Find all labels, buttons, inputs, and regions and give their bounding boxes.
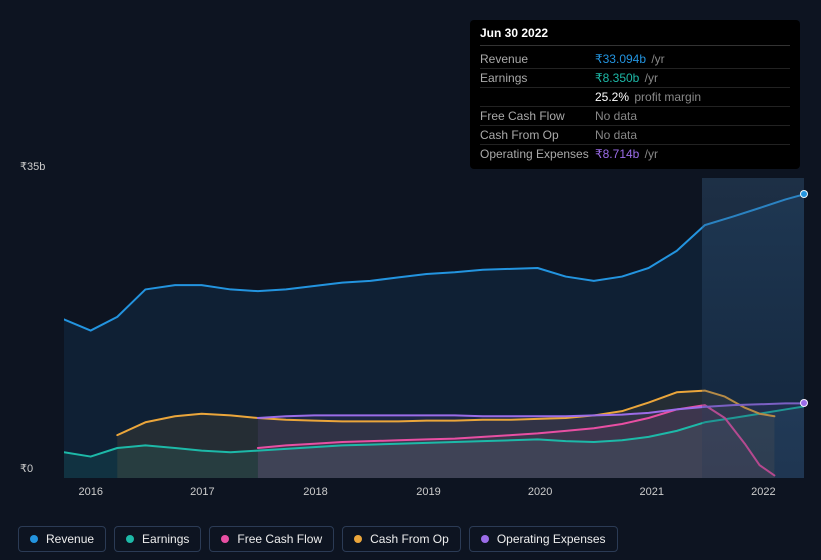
x-axis-label: 2022: [751, 486, 775, 498]
tooltip-row-value: No data: [595, 109, 790, 123]
tooltip-row-label: Earnings: [480, 71, 595, 85]
tooltip-row: Cash From OpNo data: [480, 126, 790, 145]
legend-item-cash-from-op[interactable]: Cash From Op: [342, 526, 461, 552]
legend-label: Revenue: [46, 532, 94, 546]
legend-swatch: [126, 535, 134, 543]
legend-swatch: [30, 535, 38, 543]
series-end-marker: [800, 399, 808, 407]
legend-item-earnings[interactable]: Earnings: [114, 526, 201, 552]
x-axis-label: 2019: [416, 486, 440, 498]
tooltip-row: Earnings₹8.350b /yr: [480, 69, 790, 88]
legend-item-revenue[interactable]: Revenue: [18, 526, 106, 552]
x-axis-label: 2017: [190, 486, 214, 498]
y-axis-top-label: ₹35b: [20, 160, 45, 173]
x-axis-label: 2018: [303, 486, 327, 498]
tooltip-row: Revenue₹33.094b /yr: [480, 50, 790, 69]
tooltip-date: Jun 30 2022: [480, 26, 790, 46]
legend-swatch: [481, 535, 489, 543]
tooltip-row: 25.2% profit margin: [480, 88, 790, 107]
legend-swatch: [354, 535, 362, 543]
tooltip-row-label: Cash From Op: [480, 128, 595, 142]
series-end-marker: [800, 190, 808, 198]
legend-label: Earnings: [142, 532, 189, 546]
financials-chart: ₹35b ₹0 2016 2017 2018 2019 2020 2021 2022: [18, 160, 808, 510]
tooltip-row-value: 25.2% profit margin: [595, 90, 790, 104]
legend-item-operating-expenses[interactable]: Operating Expenses: [469, 526, 618, 552]
x-axis-label: 2020: [528, 486, 552, 498]
tooltip-row-label: Operating Expenses: [480, 147, 595, 161]
tooltip-row-value: No data: [595, 128, 790, 142]
chart-plot-area[interactable]: [64, 178, 804, 478]
tooltip-row-value: ₹33.094b /yr: [595, 52, 790, 66]
legend-swatch: [221, 535, 229, 543]
legend-item-free-cash-flow[interactable]: Free Cash Flow: [209, 526, 334, 552]
tooltip-row-label: Free Cash Flow: [480, 109, 595, 123]
legend-label: Free Cash Flow: [237, 532, 322, 546]
tooltip-row-value: ₹8.350b /yr: [595, 71, 790, 85]
x-axis-label: 2016: [79, 486, 103, 498]
tooltip-row-value: ₹8.714b /yr: [595, 147, 790, 161]
chart-tooltip: Jun 30 2022 Revenue₹33.094b /yrEarnings₹…: [470, 20, 800, 169]
tooltip-row-label: Revenue: [480, 52, 595, 66]
chart-legend: Revenue Earnings Free Cash Flow Cash From O…: [18, 526, 618, 552]
chart-svg: [64, 178, 804, 478]
tooltip-row-label: [480, 90, 595, 104]
y-axis-bottom-label: ₹0: [20, 462, 33, 475]
x-axis-label: 2021: [640, 486, 664, 498]
legend-label: Cash From Op: [370, 532, 449, 546]
legend-label: Operating Expenses: [497, 532, 606, 546]
tooltip-row: Free Cash FlowNo data: [480, 107, 790, 126]
